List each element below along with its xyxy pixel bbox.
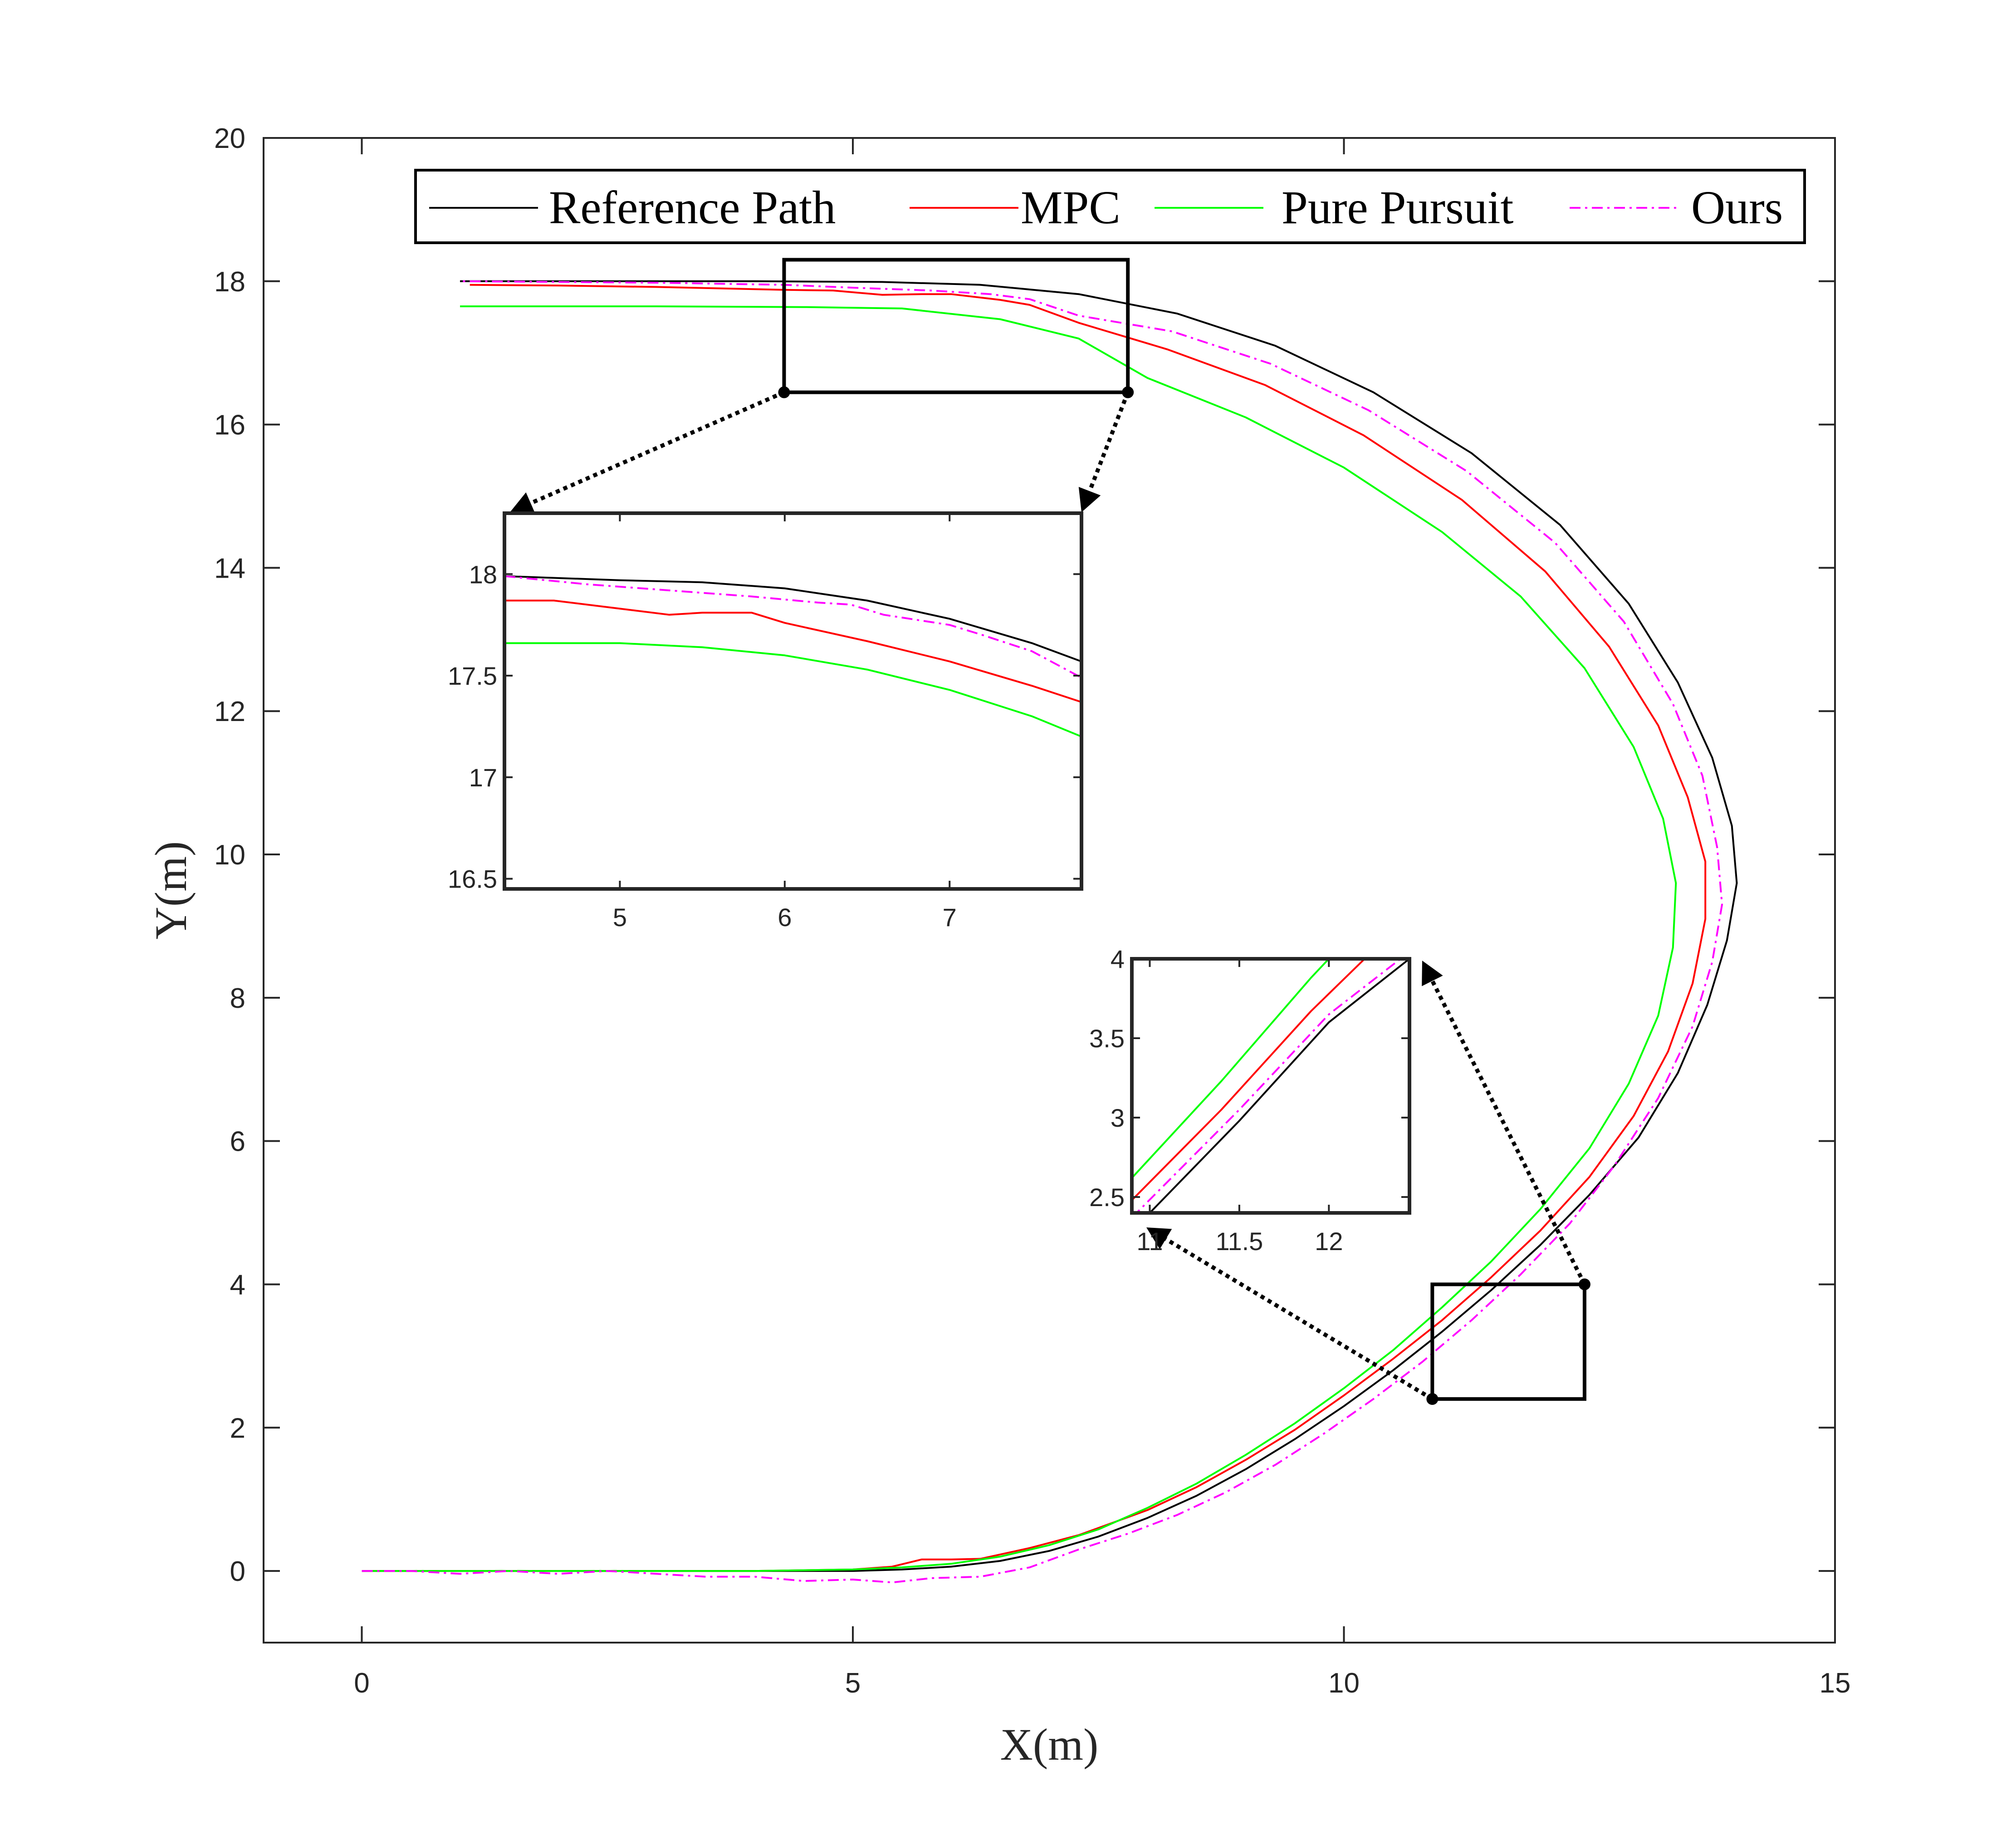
zoom-arrowhead — [1146, 1227, 1172, 1250]
inset-series-line-mpc — [1132, 959, 1365, 1201]
inset-x-tick-label: 6 — [778, 903, 792, 932]
x-axis-label: X(m) — [1000, 1719, 1099, 1770]
inset-x-tick-label: 11.5 — [1215, 1227, 1263, 1256]
x-tick-label: 15 — [1820, 1668, 1851, 1699]
zoom-anchor-dot — [1122, 386, 1134, 398]
y-tick-label: 20 — [214, 123, 245, 154]
zoom-connector-line — [1087, 391, 1130, 492]
series-line-ours — [362, 280, 1723, 1584]
y-tick-label: 6 — [230, 1126, 245, 1158]
inset-y-tick-label: 4 — [1111, 945, 1125, 973]
legend-label-pure-pursuit: Pure Pursuit — [1282, 182, 1513, 234]
zoom-arrowhead — [510, 492, 536, 514]
legend: Reference Path MPC Pure Pursuit Ours — [414, 169, 1806, 244]
zoom-connector-arrows — [510, 386, 1590, 1405]
inset-series-line-pure-pursuit — [504, 642, 1081, 738]
y-tick-label: 0 — [230, 1556, 245, 1587]
zoom-anchor-dot — [1426, 1393, 1439, 1405]
inset-series-line-mpc — [504, 599, 1081, 703]
y-tick-label: 4 — [230, 1269, 245, 1300]
zoom-source-boxes — [782, 258, 1586, 1401]
zoom-source-box — [782, 258, 1130, 394]
zoom-source-box — [1430, 1282, 1586, 1401]
inset-y-tick-label: 17 — [469, 763, 497, 792]
zoom-connector-line — [530, 390, 785, 505]
y-axis-label: Y(m) — [146, 841, 196, 940]
x-tick-label: 5 — [845, 1668, 861, 1699]
inset-y-tick-label: 2.5 — [1089, 1183, 1125, 1212]
inset-series-line-ours — [1135, 959, 1401, 1213]
y-tick-label: 18 — [214, 266, 245, 298]
series-line-pure-pursuit — [362, 305, 1677, 1572]
inset-series-line-reference-path — [504, 575, 1081, 662]
legend-label-reference-path: Reference Path — [549, 182, 836, 234]
y-tick-label: 2 — [230, 1413, 245, 1444]
inset-x-tick-label: 11 — [1136, 1227, 1163, 1256]
inset-series-line-ours — [504, 575, 1081, 679]
y-tick-label: 14 — [214, 553, 245, 584]
zoom-anchor-dot — [778, 386, 790, 398]
inset-y-tick-label: 17.5 — [448, 662, 497, 690]
main-plot-series — [362, 280, 1738, 1584]
series-line-mpc — [362, 284, 1707, 1572]
zoom-inset-bottom: 11 11.5 12 2.5 3 3.5 4 — [1089, 945, 1411, 1256]
zoom-inset-bottom-frame — [1130, 957, 1411, 1215]
y-tick-label: 12 — [214, 696, 245, 727]
inset-x-tick-label: 5 — [613, 903, 627, 932]
zoom-inset-bottom-series — [1132, 959, 1409, 1213]
x-axis-ticks: 0 5 10 15 — [354, 138, 1850, 1699]
zoom-inset-top: 5 6 7 16.5 17 17.5 18 — [448, 511, 1083, 932]
zoom-inset-top-series — [504, 575, 1081, 738]
zoom-inset-bottom-ticks: 11 11.5 12 2.5 3 3.5 4 — [1089, 945, 1409, 1256]
zoom-arrowhead — [1078, 486, 1101, 512]
zoom-inset-top-frame — [503, 511, 1083, 891]
zoom-inset-top-ticks: 5 6 7 16.5 17 17.5 18 — [448, 513, 1081, 932]
inset-x-tick-label: 7 — [943, 903, 957, 932]
legend-box — [414, 169, 1806, 244]
x-tick-label: 0 — [354, 1668, 369, 1699]
inset-y-tick-label: 16.5 — [448, 865, 497, 893]
y-axis-ticks: 0 2 4 6 8 10 12 14 16 18 20 — [214, 123, 1835, 1587]
series-line-reference-path — [362, 280, 1738, 1572]
x-tick-label: 10 — [1328, 1668, 1360, 1699]
inset-series-line-reference-path — [1149, 959, 1409, 1213]
inset-y-tick-label: 3 — [1111, 1104, 1125, 1132]
y-tick-label: 16 — [214, 410, 245, 441]
zoom-connector-line — [1165, 1237, 1434, 1401]
inset-x-tick-label: 12 — [1315, 1227, 1343, 1256]
inset-y-tick-label: 18 — [469, 560, 497, 589]
inset-series-line-pure-pursuit — [1132, 959, 1330, 1179]
zoom-anchor-dot — [1578, 1278, 1590, 1290]
zoom-arrowhead — [1422, 961, 1443, 986]
legend-label-ours: Ours — [1691, 182, 1783, 234]
y-tick-label: 10 — [214, 839, 245, 871]
y-tick-label: 8 — [230, 983, 245, 1014]
main-plot-frame — [263, 137, 1836, 1644]
inset-y-tick-label: 3.5 — [1089, 1024, 1125, 1053]
zoom-inset-top-background — [504, 513, 1081, 889]
legend-label-mpc: MPC — [1021, 182, 1121, 234]
